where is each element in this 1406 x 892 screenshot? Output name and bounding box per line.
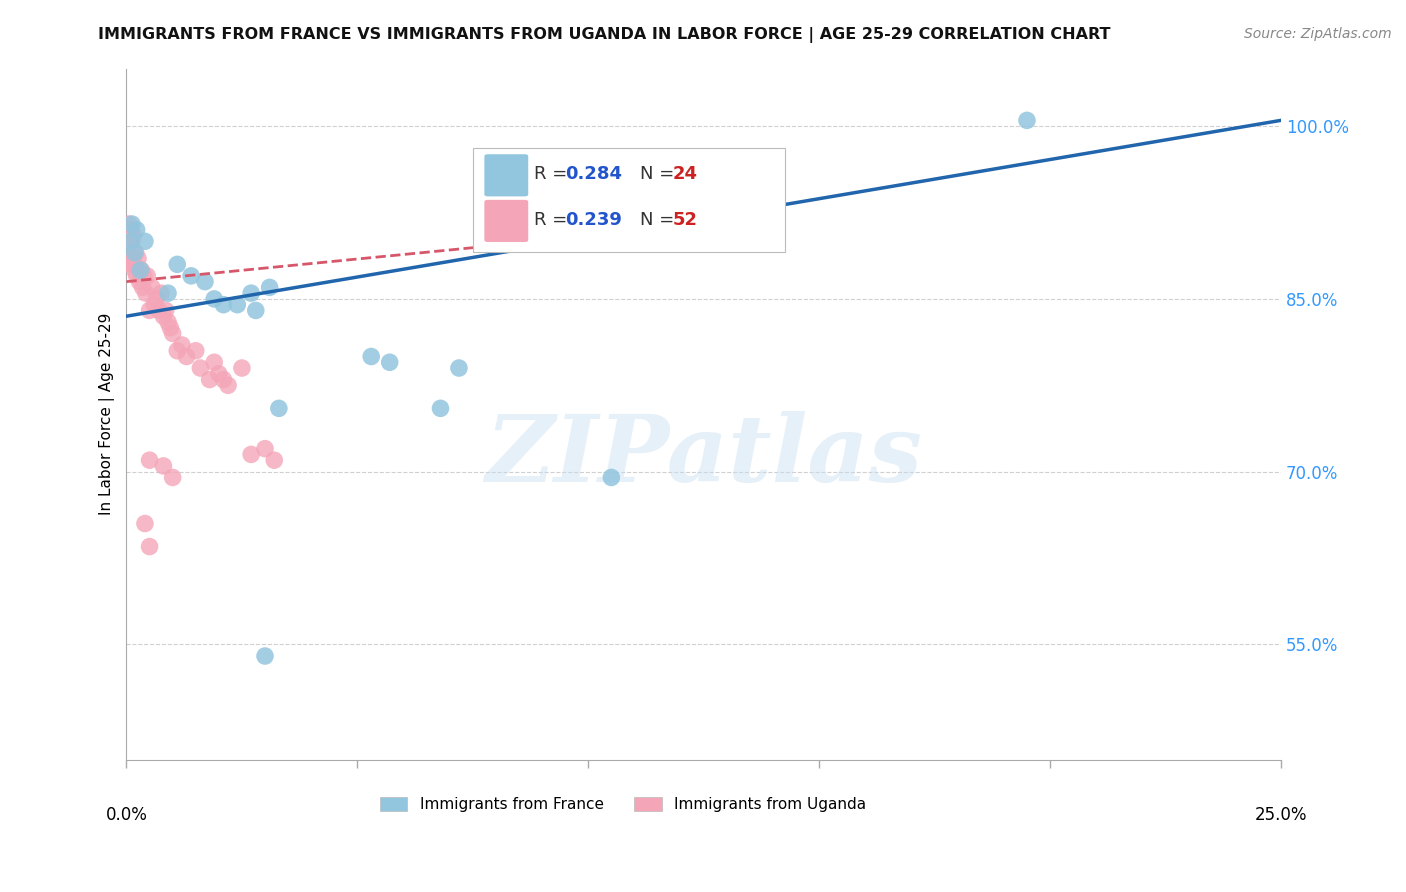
Point <box>208 367 231 381</box>
Text: IMMIGRANTS FROM FRANCE VS IMMIGRANTS FROM UGANDA IN LABOR FORCE | AGE 25-29 CORR: IMMIGRANTS FROM FRANCE VS IMMIGRANTS FRO… <box>98 27 1111 43</box>
Point <box>124 245 146 260</box>
Point <box>253 442 276 456</box>
Point <box>127 252 149 266</box>
Point <box>120 235 142 249</box>
Point <box>212 373 235 387</box>
Point <box>170 338 193 352</box>
Point <box>202 355 225 369</box>
Point <box>134 516 156 531</box>
Text: N =: N = <box>640 211 681 229</box>
Text: 24: 24 <box>672 165 697 183</box>
Point <box>131 280 153 294</box>
Point <box>240 447 263 461</box>
Point <box>121 235 143 249</box>
Point <box>162 470 184 484</box>
Legend: Immigrants from France, Immigrants from Uganda: Immigrants from France, Immigrants from … <box>374 791 872 819</box>
Point <box>148 303 170 318</box>
Point <box>138 303 160 318</box>
Point <box>138 540 160 554</box>
Point <box>122 257 145 271</box>
Point <box>166 257 188 271</box>
Point <box>132 268 155 283</box>
Point <box>259 280 281 294</box>
Text: ZIPatlas: ZIPatlas <box>485 410 922 500</box>
Point <box>118 217 141 231</box>
Point <box>134 235 156 249</box>
Point <box>125 223 148 237</box>
Point <box>378 355 401 369</box>
Point <box>217 378 239 392</box>
Point <box>155 303 177 318</box>
FancyBboxPatch shape <box>484 200 529 242</box>
Point <box>120 223 142 237</box>
Point <box>194 275 217 289</box>
Point <box>429 401 451 416</box>
Text: 25.0%: 25.0% <box>1254 805 1308 824</box>
Point <box>202 292 225 306</box>
Point <box>152 309 174 323</box>
Point <box>157 286 180 301</box>
Text: N =: N = <box>640 165 681 183</box>
Point <box>184 343 207 358</box>
Point <box>143 298 166 312</box>
Point <box>145 292 167 306</box>
Point <box>128 275 150 289</box>
Point <box>152 458 174 473</box>
Point <box>212 298 235 312</box>
Text: 0.0%: 0.0% <box>105 805 148 824</box>
Point <box>117 223 139 237</box>
Point <box>190 361 212 376</box>
Y-axis label: In Labor Force | Age 25-29: In Labor Force | Age 25-29 <box>100 313 115 516</box>
Point <box>1015 113 1038 128</box>
Point <box>360 350 382 364</box>
Point <box>157 315 180 329</box>
Text: 0.284: 0.284 <box>565 165 623 183</box>
Point <box>180 268 202 283</box>
Point <box>121 257 143 271</box>
Point <box>245 303 267 318</box>
Point <box>198 373 221 387</box>
Point <box>159 320 181 334</box>
FancyBboxPatch shape <box>472 148 785 252</box>
FancyBboxPatch shape <box>484 154 529 196</box>
Point <box>135 286 157 301</box>
Point <box>226 298 249 312</box>
Point <box>118 228 141 243</box>
Text: R =: R = <box>534 165 574 183</box>
Point <box>120 223 142 237</box>
Point <box>240 286 263 301</box>
Point <box>122 228 145 243</box>
Point <box>253 648 276 663</box>
Point <box>600 470 623 484</box>
Text: 52: 52 <box>672 211 697 229</box>
Point <box>166 343 188 358</box>
Text: R =: R = <box>534 211 574 229</box>
Point <box>125 245 148 260</box>
Point <box>122 252 145 266</box>
Text: Source: ZipAtlas.com: Source: ZipAtlas.com <box>1244 27 1392 41</box>
Point <box>176 350 198 364</box>
Point <box>121 217 143 231</box>
Point <box>129 263 152 277</box>
Point <box>124 263 146 277</box>
Point <box>120 235 142 249</box>
Point <box>141 280 163 294</box>
Point <box>136 268 159 283</box>
Point <box>118 223 141 237</box>
Point <box>447 361 470 376</box>
Point <box>267 401 290 416</box>
Point <box>150 286 173 301</box>
Point <box>231 361 253 376</box>
Point <box>125 268 148 283</box>
Point <box>162 326 184 341</box>
Point <box>263 453 285 467</box>
Point <box>129 263 152 277</box>
Point <box>138 453 160 467</box>
Text: 0.239: 0.239 <box>565 211 621 229</box>
